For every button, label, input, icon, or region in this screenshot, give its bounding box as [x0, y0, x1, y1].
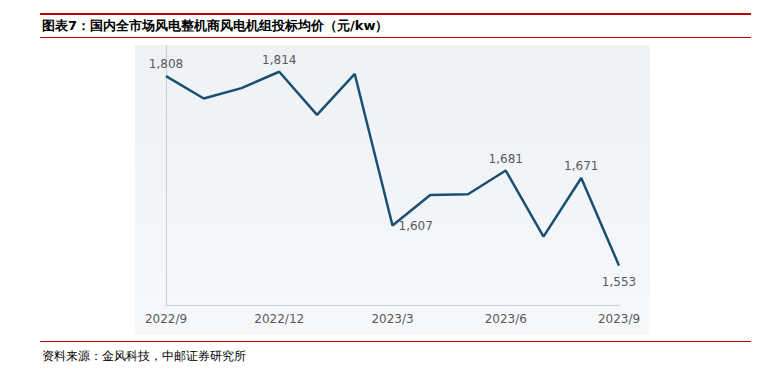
svg-text:1,553: 1,553 [602, 275, 636, 289]
svg-text:2023/9: 2023/9 [598, 312, 640, 326]
svg-text:1,671: 1,671 [564, 159, 598, 173]
svg-text:1,681: 1,681 [489, 152, 523, 166]
svg-text:2023/3: 2023/3 [371, 312, 413, 326]
svg-text:2023/6: 2023/6 [485, 312, 527, 326]
svg-text:1,814: 1,814 [262, 53, 296, 67]
svg-text:1,808: 1,808 [149, 57, 183, 71]
html-text:资料来源：金风科技，中邮证券研究所: 资料来源：金风科技，中邮证券研究所 [42, 349, 246, 363]
svg-text:2022/12: 2022/12 [254, 312, 304, 326]
svg-text:2022/9: 2022/9 [145, 312, 187, 326]
svg-text:1,607: 1,607 [399, 219, 433, 233]
html-text:图表7：国内全市场风电整机商风电机组投标均价（元/kw）: 图表7：国内全市场风电整机商风电机组投标均价（元/kw） [42, 18, 389, 33]
